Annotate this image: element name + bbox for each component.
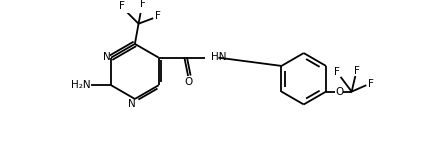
Text: F: F (354, 65, 360, 75)
Text: F: F (155, 11, 161, 21)
Text: F: F (368, 79, 374, 89)
Text: F: F (119, 1, 125, 11)
Text: F: F (140, 0, 146, 8)
Text: HN: HN (211, 52, 227, 62)
Text: N: N (103, 52, 110, 62)
Text: N: N (128, 99, 136, 109)
Text: O: O (335, 87, 344, 97)
Text: F: F (334, 67, 340, 77)
Text: O: O (184, 77, 192, 87)
Text: H₂N: H₂N (71, 80, 91, 90)
